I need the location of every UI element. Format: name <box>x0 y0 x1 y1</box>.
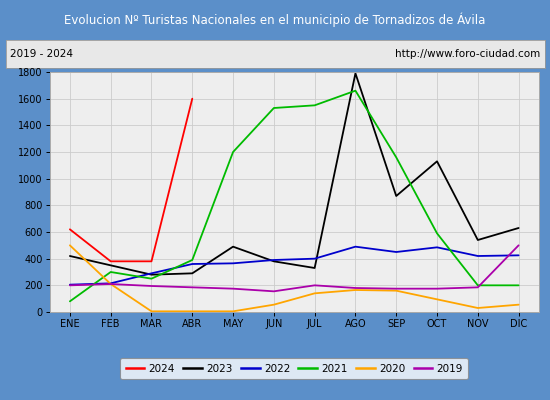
Legend: 2024, 2023, 2022, 2021, 2020, 2019: 2024, 2023, 2022, 2021, 2020, 2019 <box>120 358 468 379</box>
Text: http://www.foro-ciudad.com: http://www.foro-ciudad.com <box>395 49 540 59</box>
Text: Evolucion Nº Turistas Nacionales en el municipio de Tornadizos de Ávila: Evolucion Nº Turistas Nacionales en el m… <box>64 13 486 27</box>
Text: 2019 - 2024: 2019 - 2024 <box>10 49 73 59</box>
